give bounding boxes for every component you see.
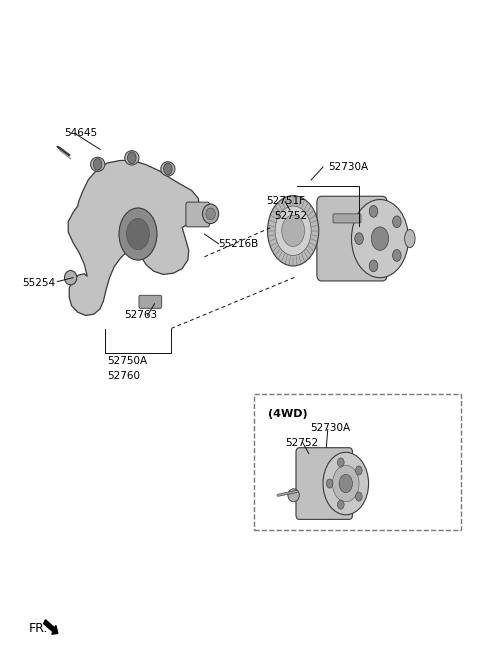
Circle shape — [351, 200, 408, 278]
Circle shape — [337, 458, 344, 467]
Text: 52752: 52752 — [286, 438, 319, 447]
Circle shape — [393, 216, 401, 227]
Circle shape — [323, 452, 369, 515]
FancyArrow shape — [44, 620, 58, 634]
FancyBboxPatch shape — [296, 447, 352, 520]
Circle shape — [369, 260, 378, 272]
Text: (4WD): (4WD) — [268, 409, 308, 419]
Circle shape — [393, 250, 401, 261]
Ellipse shape — [91, 157, 105, 171]
Circle shape — [267, 196, 319, 266]
Ellipse shape — [64, 271, 77, 285]
Circle shape — [119, 208, 157, 260]
Text: 52730A: 52730A — [328, 162, 368, 172]
Circle shape — [355, 233, 363, 244]
Circle shape — [326, 479, 333, 488]
Circle shape — [337, 500, 344, 509]
Text: 52763: 52763 — [124, 311, 157, 321]
Circle shape — [282, 215, 304, 246]
Text: 55216B: 55216B — [219, 238, 259, 249]
Text: FR.: FR. — [29, 622, 48, 635]
Circle shape — [164, 163, 172, 175]
Text: 52751F: 52751F — [266, 196, 305, 206]
Circle shape — [127, 218, 149, 250]
Ellipse shape — [161, 162, 175, 176]
Circle shape — [372, 227, 388, 250]
Ellipse shape — [405, 229, 415, 248]
Circle shape — [339, 474, 352, 493]
Text: 55254: 55254 — [22, 278, 55, 288]
Circle shape — [275, 206, 311, 256]
Text: 52750A: 52750A — [107, 356, 147, 366]
Text: 52730A: 52730A — [310, 422, 350, 432]
Ellipse shape — [203, 204, 219, 223]
FancyBboxPatch shape — [139, 295, 162, 308]
Ellipse shape — [288, 489, 300, 502]
Text: 52752: 52752 — [274, 212, 307, 221]
FancyBboxPatch shape — [317, 196, 387, 281]
Circle shape — [94, 158, 102, 170]
Polygon shape — [68, 160, 200, 315]
Circle shape — [356, 492, 362, 501]
Circle shape — [369, 206, 378, 217]
Ellipse shape — [125, 150, 139, 165]
Circle shape — [356, 466, 362, 475]
FancyBboxPatch shape — [186, 202, 210, 227]
Circle shape — [128, 152, 136, 164]
FancyBboxPatch shape — [333, 214, 361, 223]
Circle shape — [333, 465, 359, 502]
Text: 52760: 52760 — [107, 371, 140, 381]
Bar — [254, 394, 461, 530]
Ellipse shape — [206, 208, 216, 219]
Text: 54645: 54645 — [64, 128, 97, 138]
